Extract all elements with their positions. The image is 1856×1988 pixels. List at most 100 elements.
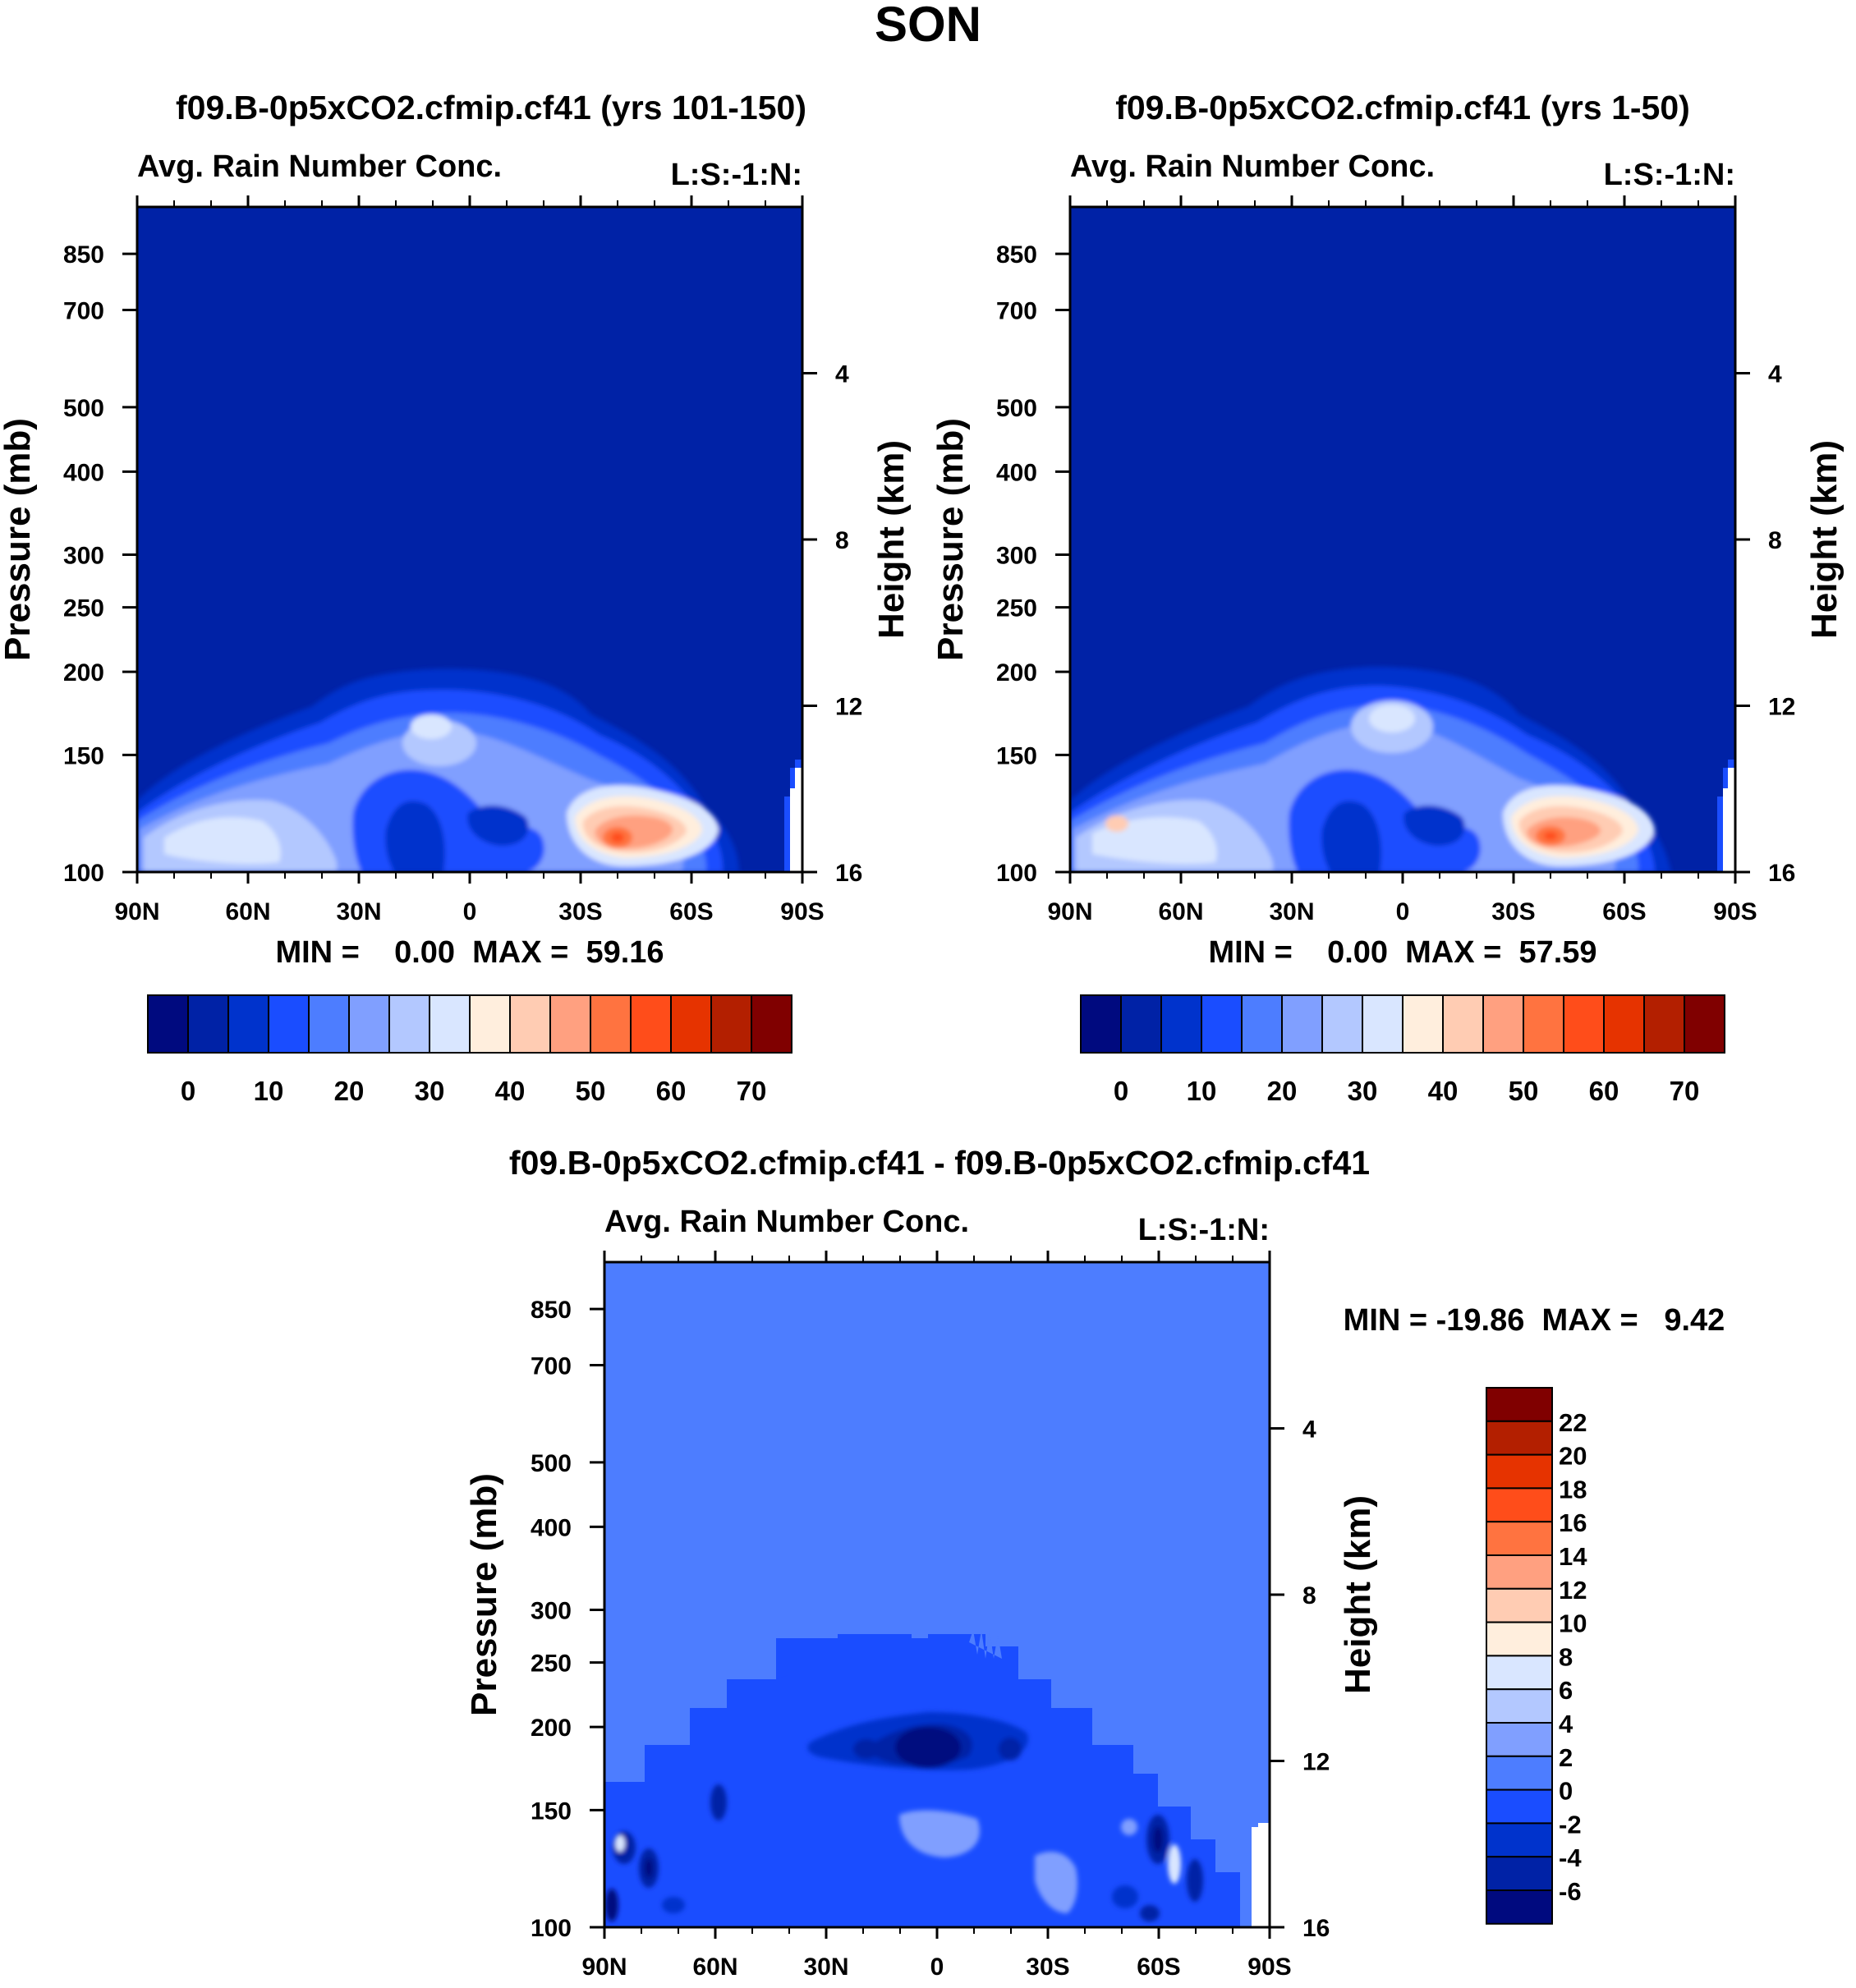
panel-left-y-axis: 100 150 200 250 300 400 500 700 850 xyxy=(63,241,137,887)
panel-left-colorbar: 0 10 20 30 40 50 60 70 xyxy=(147,994,792,1106)
panel-diff-colorbar-label: 16 xyxy=(1559,1508,1587,1537)
panel-diff-colorbar-box xyxy=(1486,1655,1553,1691)
panel-diff-colorbar-label: 14 xyxy=(1559,1542,1587,1571)
panel-left-contour-field xyxy=(137,207,802,872)
panel-right-x-axis: 90N 60N 30N 0 30S 60S 90S xyxy=(1047,195,1757,925)
panel-right-ytick-right-label: 12 xyxy=(1768,694,1795,721)
panel-diff-title: f09.B-0p5xCO2.cfmip.cf41 - f09.B-0p5xCO2… xyxy=(509,1144,1370,1182)
panel-diff-colorbar-box xyxy=(1486,1554,1553,1590)
panel-diff-xtick-label: 90S xyxy=(1247,1954,1291,1981)
panel-right-colorbar-box xyxy=(1120,994,1162,1054)
panel-diff-xtick-label: 90N xyxy=(581,1954,627,1981)
panel-right-contour-field xyxy=(1070,207,1735,872)
panel-diff-colorbar-box xyxy=(1486,1387,1553,1422)
panel-left-colorbar-label: 20 xyxy=(334,1076,365,1106)
panel-left-ytick-label: 150 xyxy=(63,742,104,769)
panel-right-xtick-label: 30S xyxy=(1491,898,1535,925)
panel-left-xtick-label: 30S xyxy=(558,898,602,925)
panel-right-colorbar-box xyxy=(1523,994,1564,1054)
panel-right-ytick-right-label: 4 xyxy=(1768,361,1782,388)
panel-left-colorbar-box xyxy=(227,994,269,1054)
panel-right-colorbar-label: 30 xyxy=(1348,1076,1378,1106)
panel-diff-x-axis: 90N 60N 30N 0 30S 60S 90S xyxy=(581,1251,1292,1981)
panel-diff-colorbar-box xyxy=(1486,1688,1553,1724)
panel-diff-colorbar-label: 2 xyxy=(1559,1743,1573,1772)
panel-diff-ytick-label: 850 xyxy=(531,1297,572,1324)
panel-diff-colorbar-label: 12 xyxy=(1559,1576,1587,1605)
panel-right-colorbar-label: 0 xyxy=(1114,1076,1128,1106)
panel-right-y-axis-right: 16 12 8 4 xyxy=(1735,361,1795,887)
panel-right-ytick-label: 850 xyxy=(996,241,1037,269)
panel-right-colorbar-box xyxy=(1362,994,1403,1054)
panel-diff-contour-field xyxy=(604,1262,1270,1927)
panel-left-colorbar-label: 60 xyxy=(656,1076,687,1106)
panel-right-colorbar-box xyxy=(1482,994,1524,1054)
panel-diff-ytick-right-label: 12 xyxy=(1302,1749,1330,1776)
panel-right-ytick-label: 400 xyxy=(996,459,1037,486)
panel-left-colorbar-box xyxy=(751,994,792,1054)
panel-right-ytick-right-label: 8 xyxy=(1768,527,1782,554)
panel-diff-colorbar-box xyxy=(1486,1487,1553,1523)
panel-diff-colorbar-box xyxy=(1486,1722,1553,1757)
panel-diff-colorbar-label: 22 xyxy=(1559,1408,1587,1437)
panel-left-xtick-label: 60N xyxy=(225,898,270,925)
panel-left-colorbar-box xyxy=(630,994,672,1054)
panel-left-y-axis-right: 16 12 8 4 xyxy=(802,361,862,887)
panel-right-colorbar-box xyxy=(1603,994,1645,1054)
panel-left-xtick-label: 60S xyxy=(669,898,713,925)
panel-left-stats: MIN = 0.00 MAX = 59.16 xyxy=(275,935,664,970)
panel-right-colorbar-box xyxy=(1201,994,1243,1054)
panel-left-xtick-label: 90N xyxy=(114,898,159,925)
panel-left-colorbar-box xyxy=(348,994,390,1054)
panel-right-ylabel-right: Height (km) xyxy=(1804,440,1845,639)
panel-left-colorbar-box xyxy=(670,994,712,1054)
panel-left-colorbar-box xyxy=(469,994,511,1054)
panel-diff-colorbar-box xyxy=(1486,1822,1553,1858)
panel-diff-colorbar-box xyxy=(1486,1755,1553,1791)
panel-left-xtick-label: 90S xyxy=(780,898,824,925)
panel-diff-colorbar-box xyxy=(1486,1453,1553,1490)
panel-right-xtick-label: 90N xyxy=(1047,898,1092,925)
panel-diff-ylabel: Pressure (mb) xyxy=(464,1473,504,1716)
figure-title: SON xyxy=(875,0,981,52)
panel-right: f09.B-0p5xCO2.cfmip.cf41 (yrs 1-50) Avg.… xyxy=(930,89,1845,1106)
panel-left-xtick-label: 30N xyxy=(336,898,381,925)
panel-left-ytick-label: 400 xyxy=(63,459,104,486)
panel-left-colorbar-box xyxy=(268,994,310,1054)
panel-diff: f09.B-0p5xCO2.cfmip.cf41 - f09.B-0p5xCO2… xyxy=(464,1144,1725,1981)
panel-left-ytick-label: 100 xyxy=(63,860,104,887)
panel-right-xtick-label: 0 xyxy=(1396,898,1410,925)
panel-diff-ytick-label: 400 xyxy=(531,1514,572,1541)
panel-diff-colorbar-box xyxy=(1486,1621,1553,1657)
panel-diff-colorbar-label: 0 xyxy=(1559,1777,1573,1806)
panel-diff-ytick-label: 500 xyxy=(531,1450,572,1477)
panel-left-colorbar-label: 0 xyxy=(181,1076,195,1106)
panel-diff-colorbar-label: 8 xyxy=(1559,1642,1573,1671)
panel-diff-colorbar-box xyxy=(1486,1587,1553,1623)
panel-right-ytick-label: 200 xyxy=(996,659,1037,686)
panel-diff-xtick-label: 60N xyxy=(692,1954,737,1981)
panel-diff-colorbar-label: 10 xyxy=(1559,1609,1587,1638)
panel-left-colorbar-label: 70 xyxy=(737,1076,767,1106)
panel-left-ytick-right-label: 12 xyxy=(835,694,862,721)
panel-left-colorbar-label: 30 xyxy=(415,1076,445,1106)
panel-left-colorbar-box xyxy=(388,994,430,1054)
panel-left-ytick-label: 250 xyxy=(63,595,104,622)
panel-left-colorbar-box xyxy=(187,994,229,1054)
panel-diff-xtick-label: 60S xyxy=(1137,1954,1180,1981)
panel-left-ytick-label: 500 xyxy=(63,395,104,422)
panel-right-xtick-label: 90S xyxy=(1713,898,1757,925)
panel-left-title: f09.B-0p5xCO2.cfmip.cf41 (yrs 101-150) xyxy=(176,89,806,126)
panel-right-colorbar-box xyxy=(1241,994,1283,1054)
panel-right-colorbar-box xyxy=(1281,994,1323,1054)
panel-right-colorbar-label: 10 xyxy=(1187,1076,1217,1106)
panel-right-xtick-label: 30N xyxy=(1269,898,1314,925)
panel-diff-colorbar-label: 20 xyxy=(1559,1442,1587,1471)
panel-diff-colorbar-box xyxy=(1486,1420,1553,1456)
panel-right-stats: MIN = 0.00 MAX = 57.59 xyxy=(1208,935,1596,970)
panel-left-ylabel-right: Height (km) xyxy=(871,440,912,639)
panel-right-colorbar-box xyxy=(1402,994,1444,1054)
panel-diff-colorbar-label: -2 xyxy=(1559,1810,1582,1839)
panel-right-xtick-label: 60S xyxy=(1602,898,1646,925)
